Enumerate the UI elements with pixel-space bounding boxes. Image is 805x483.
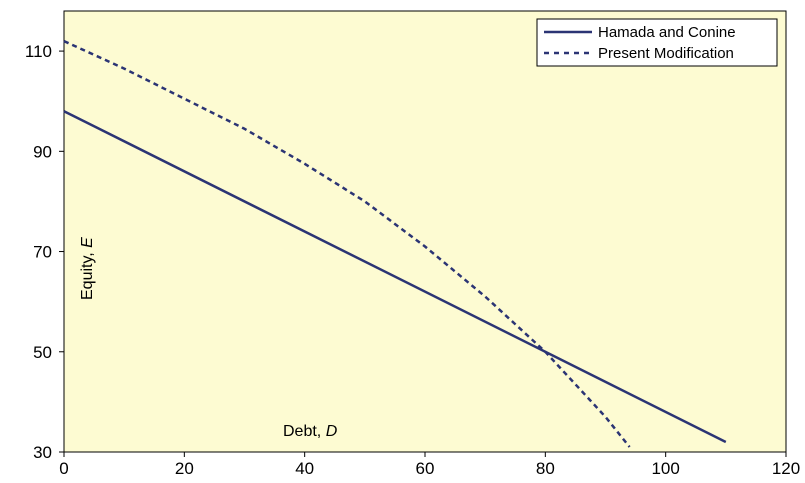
y-axis-title: Equity, E xyxy=(79,237,96,300)
x-tick-label: 80 xyxy=(536,459,555,478)
x-axis: 0 20 40 60 80 100 120 xyxy=(59,452,800,478)
series-line-present-modification xyxy=(63,39,631,448)
legend-label: Present Modification xyxy=(598,45,734,62)
series-line-hamada-conine xyxy=(63,110,727,444)
x-tick-label: 120 xyxy=(772,459,800,478)
y-tick-label: 30 xyxy=(33,443,52,462)
plot-area xyxy=(63,10,787,453)
x-tick-label: 20 xyxy=(175,459,194,478)
legend-box xyxy=(536,18,778,67)
x-tick-label: 100 xyxy=(651,459,679,478)
x-axis-title: Debt, D xyxy=(283,423,338,440)
legend: Hamada and Conine Present Modification xyxy=(536,18,778,67)
x-tick-label: 60 xyxy=(416,459,435,478)
y-axis: 30 50 70 90 110 xyxy=(25,42,64,462)
legend-label: Hamada and Conine xyxy=(598,24,736,41)
series-layer xyxy=(63,39,727,448)
y-tick-label: 110 xyxy=(25,42,52,61)
y-tick-label: 50 xyxy=(33,343,52,362)
y-tick-label: 70 xyxy=(33,243,52,262)
x-tick-label: 40 xyxy=(295,459,314,478)
x-tick-label: 0 xyxy=(59,459,68,478)
y-tick-label: 90 xyxy=(33,142,52,161)
